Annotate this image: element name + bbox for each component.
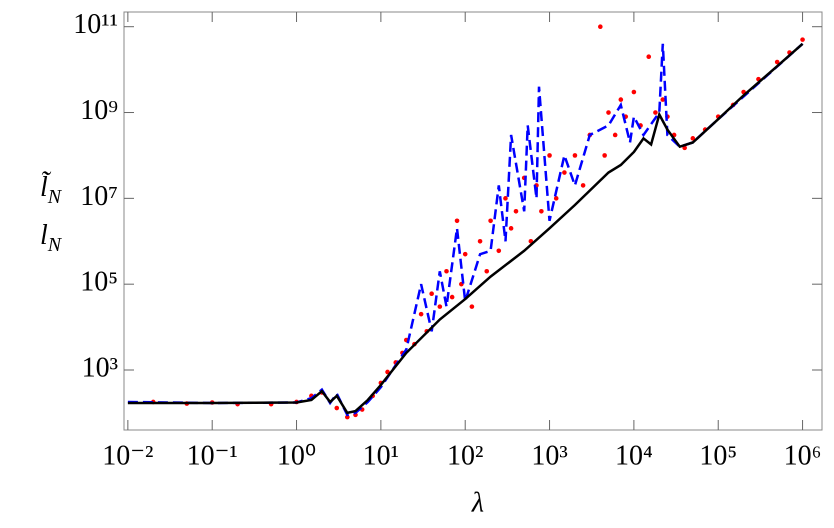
y-tick-label: 10⁷: [80, 181, 118, 212]
y-label-sub: N: [47, 234, 63, 256]
scatter-point: [449, 294, 455, 300]
x-tick-label: 10³: [531, 440, 567, 471]
scatter-point: [345, 414, 350, 420]
y-tick-label: 10¹¹: [73, 9, 118, 40]
scatter-point: [612, 132, 618, 138]
y-tick-label: 10⁹: [80, 95, 118, 126]
y-axis-label: lN: [40, 220, 63, 255]
solid-line: [127, 42, 804, 415]
scatter-point: [429, 291, 434, 297]
scatter-point: [598, 24, 603, 29]
scatter-point: [418, 311, 424, 317]
x-tick-label: 10⁴: [615, 440, 653, 471]
scatter-point: [484, 268, 490, 274]
scatter-point: [553, 196, 559, 201]
scatter-point: [774, 59, 780, 65]
scatter-point: [562, 170, 567, 175]
scatter-point: [602, 153, 607, 158]
scatter-point: [477, 238, 483, 244]
x-tick-label: 10²: [447, 440, 483, 471]
scatter-point: [800, 37, 805, 42]
scatter-point: [580, 183, 586, 188]
scatter-point: [454, 218, 460, 224]
x-tick-label: 10⁰: [277, 440, 316, 471]
scatter-point: [488, 218, 493, 224]
scatter-point: [334, 405, 340, 411]
scatter-point: [462, 251, 468, 257]
x-tick-label: 10¹: [363, 440, 399, 471]
scatter-point: [437, 304, 443, 309]
scatter-point: [572, 153, 578, 158]
scatter-point: [508, 226, 514, 231]
x-tick-label: 10⁻¹: [187, 440, 238, 471]
x-tick-label: 10⁻²: [102, 440, 153, 471]
scatter-point: [690, 136, 696, 141]
scatter-point: [503, 196, 508, 201]
scatter-point: [513, 208, 519, 214]
scatter-point: [646, 54, 652, 59]
scatter-point: [539, 208, 544, 214]
scatter-point: [653, 110, 658, 115]
x-tick-label: 10⁶: [784, 440, 822, 471]
scatter-point: [547, 153, 552, 158]
scatter-point: [631, 89, 637, 95]
scatter-point: [444, 268, 449, 274]
scatter-point: [496, 248, 502, 254]
scatter-point: [606, 110, 611, 115]
scatter-point: [660, 97, 666, 102]
x-tick-label: 10⁵: [699, 440, 737, 471]
y-label-sub: N: [47, 186, 63, 208]
x-axis-label: λ: [471, 487, 484, 518]
dashed-line: [127, 42, 804, 417]
y-label-base: l: [40, 220, 48, 251]
scatter-point: [618, 97, 624, 102]
plot-frame: [123, 11, 823, 431]
y-axis-label: l̃N: [40, 172, 63, 208]
y-tick-label: 10³: [82, 352, 118, 383]
y-tick-label: 10⁵: [80, 267, 118, 298]
scatter-point: [469, 304, 475, 309]
